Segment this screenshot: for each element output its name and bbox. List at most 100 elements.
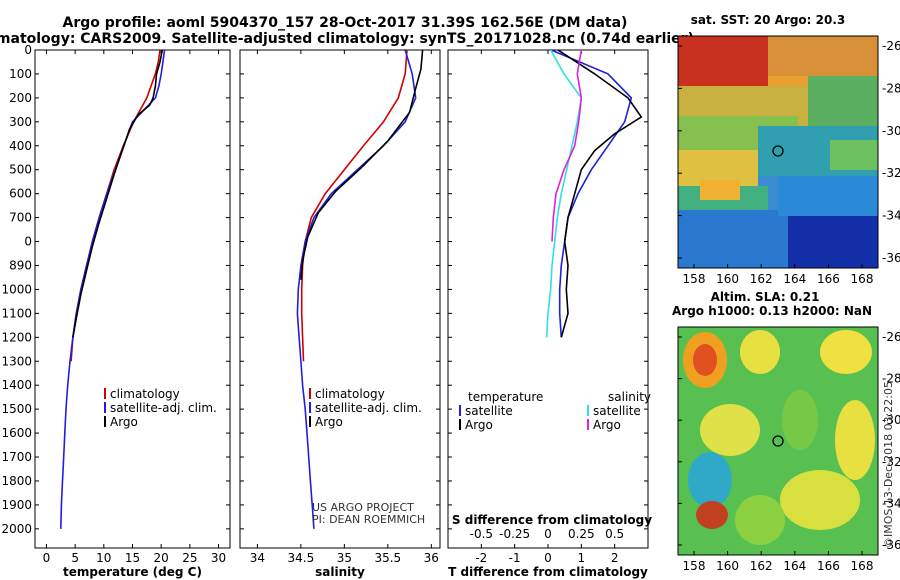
y-tick-label: 1500 (1, 402, 32, 416)
sla-map-frame (677, 326, 879, 556)
map-y-tick-label: -32 (882, 166, 900, 180)
x-tick-label: 30 (211, 551, 226, 565)
map-x-tick-label: 160 (716, 272, 739, 286)
series-line-satellite-adj-clim- (60, 50, 166, 529)
x-axis-label: salinity (315, 565, 365, 579)
map-y-tick-label: -26 (882, 330, 900, 344)
x-tick-label: 20 (154, 551, 169, 565)
series-group (296, 50, 424, 529)
map-y-tick-label: -36 (882, 538, 900, 552)
y-tick-label: 200 (9, 91, 32, 105)
x-tick-label: 35.5 (374, 551, 401, 565)
map-x-tick-label: 162 (750, 272, 773, 286)
legend-label: Argo (465, 418, 493, 432)
x-tick-label: -1 (509, 551, 521, 565)
x-tick-label-secondary: 0.25 (568, 527, 595, 541)
x-tick-label: 0 (544, 551, 552, 565)
x-tick-label: 25 (182, 551, 197, 565)
sst-map-frame (677, 35, 879, 269)
legend-label: Argo (110, 415, 138, 429)
credit-line1: US ARGO PROJECT (312, 501, 414, 514)
map-x-tick-label: 164 (783, 559, 806, 573)
series-group (60, 50, 166, 529)
legend-label: satellite-adj. clim. (315, 401, 422, 415)
map-x-tick-label: 166 (817, 559, 840, 573)
y-tick-label: 100 (9, 67, 32, 81)
x-tick-label-secondary: -0.25 (499, 527, 530, 541)
x-tick-label-secondary: -0.5 (470, 527, 493, 541)
legend-label: Argo (315, 415, 343, 429)
panel-temperature: 0100200300400500600700089010001100120013… (1, 43, 231, 579)
y-tick-label: 890 (9, 258, 32, 272)
map-y-tick-label: -34 (882, 496, 900, 510)
y-tick-label: 400 (9, 139, 32, 153)
sst-map-title: sat. SST: 20 Argo: 20.3 (691, 13, 845, 27)
x-axis-label: T difference from climatology (448, 565, 648, 579)
sla-argo-position-marker (772, 435, 784, 447)
sst-map-axes: -26 -28 -30 -32 -34 -36 158 160 162 164 166 168 (678, 39, 900, 286)
y-tick-label: 1800 (1, 474, 32, 488)
x-tick-label: 35 (337, 551, 352, 565)
sst-map (678, 36, 878, 268)
map-x-tick-label: 164 (783, 272, 806, 286)
series-line-t-satellite (550, 50, 633, 338)
panel-frame (447, 49, 649, 549)
legend-label: Argo (593, 418, 621, 432)
series-line-satellite-adj-clim- (296, 50, 417, 529)
series-line-climatology (70, 50, 161, 362)
y-tick-label: 0 (24, 43, 32, 57)
y-tick-label: 1700 (1, 450, 32, 464)
y-tick-label: 0 (24, 235, 32, 249)
y-tick-label: 300 (9, 115, 32, 129)
map-y-tick-label: -30 (882, 124, 900, 138)
x-tick-label: 34.5 (288, 551, 315, 565)
y-tick-label: 1900 (1, 498, 32, 512)
sla-map-title1: Altim. SLA: 0.21 (711, 290, 820, 304)
map-y-tick-label: -36 (882, 251, 900, 265)
header-line2: Climatology: CARS2009. Satellite-adjuste… (0, 31, 694, 47)
x-tick-label: 1 (578, 551, 586, 565)
series-group (545, 50, 643, 338)
map-x-tick-label: 166 (817, 272, 840, 286)
y-tick-label: 500 (9, 163, 32, 177)
series-line-argo (72, 50, 164, 338)
sla-map (678, 327, 878, 555)
x-tick-label: 10 (96, 551, 111, 565)
series-line-climatology (300, 50, 408, 362)
legend-title-salinity: salinity (608, 390, 651, 404)
panel-frame (239, 49, 441, 549)
x-axis-label-secondary: S difference from climatology (452, 513, 652, 527)
y-tick-label: 1300 (1, 354, 32, 368)
legend-label: satellite (593, 404, 641, 418)
header-line1: Argo profile: aoml 5904370_157 28-Oct-20… (63, 15, 628, 31)
map-x-tick-label: 168 (851, 272, 874, 286)
map-y-tick-label: -30 (882, 413, 900, 427)
y-tick-label: 700 (9, 211, 32, 225)
map-y-tick-label: -28 (882, 81, 900, 95)
map-x-tick-label: 158 (683, 559, 706, 573)
x-tick-label: 15 (125, 551, 140, 565)
x-tick-label: 36 (424, 551, 439, 565)
y-tick-label: 2000 (1, 522, 32, 536)
panel-salinity: 34 34.5 35 35.5 36 salinity climatologysatelli… (239, 49, 441, 579)
x-tick-label: 2 (611, 551, 619, 565)
series-line-argo (300, 50, 424, 280)
series-line-t-argo (557, 50, 643, 338)
y-tick-label: 1100 (1, 306, 32, 320)
x-tick-label: 0 (43, 551, 51, 565)
legend-label: satellite (465, 404, 513, 418)
y-tick-label: 1600 (1, 426, 32, 440)
map-y-tick-label: -26 (882, 39, 900, 53)
series-line-s-argo (551, 50, 583, 242)
x-tick-label: 34 (250, 551, 265, 565)
y-tick-label: 600 (9, 187, 32, 201)
imos-stamp: ©IMOS 13-Dec-2018 03:22:05 (882, 381, 895, 548)
profile-panels: 0100200300400500600700089010001100120013… (1, 43, 652, 579)
y-tick-label: 1200 (1, 330, 32, 344)
x-tick-label-secondary: 0.5 (605, 527, 624, 541)
sst-argo-position-marker (772, 145, 784, 157)
map-x-tick-label: 168 (851, 559, 874, 573)
credit-line2: PI: DEAN ROEMMICH (312, 513, 425, 526)
y-tick-label: 1400 (1, 378, 32, 392)
